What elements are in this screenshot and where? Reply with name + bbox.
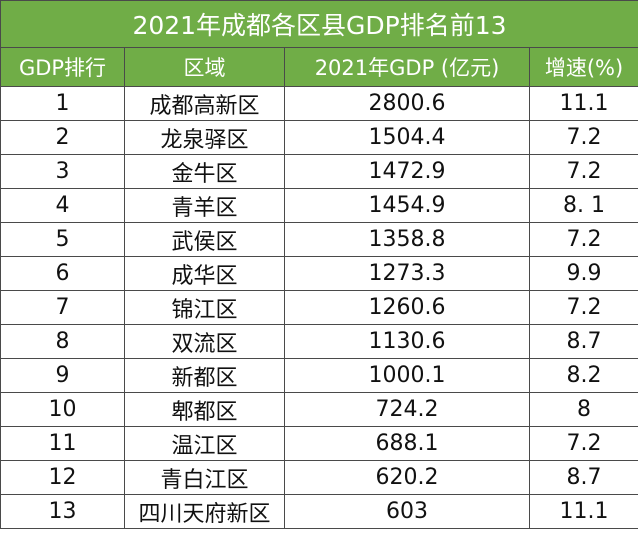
gdp-cell: 1000.1 — [284, 358, 530, 393]
header-region: 区域 — [124, 47, 285, 87]
gdp-cell: 1260.6 — [284, 290, 530, 325]
header-growth: 增速(%) — [528, 47, 638, 87]
region-cell: 四川天府新区 — [124, 494, 285, 529]
gdp-cell: 1472.9 — [284, 154, 530, 189]
table-row: 5 武侯区 1358.8 7.2 — [0, 222, 638, 257]
rank-cell: 1 — [0, 86, 125, 121]
gdp-cell: 1358.8 — [284, 222, 530, 257]
region-cell: 青羊区 — [124, 188, 285, 223]
rank-cell: 6 — [0, 256, 125, 291]
table-row: 8 双流区 1130.6 8.7 — [0, 324, 638, 359]
table-row: 11 温江区 688.1 7.2 — [0, 426, 638, 461]
growth-cell: 8.7 — [528, 324, 638, 359]
table-row: 9 新都区 1000.1 8.2 — [0, 358, 638, 393]
region-cell: 成华区 — [124, 256, 285, 291]
header-gdp: 2021年GDP (亿元) — [284, 47, 530, 87]
region-cell: 成都高新区 — [124, 86, 285, 121]
table-row: 12 青白江区 620.2 8.7 — [0, 460, 638, 495]
rank-cell: 10 — [0, 392, 125, 427]
gdp-cell: 688.1 — [284, 426, 530, 461]
rank-cell: 7 — [0, 290, 125, 325]
growth-cell: 11.1 — [528, 86, 638, 121]
growth-cell: 8. 1 — [528, 188, 638, 223]
gdp-cell: 1130.6 — [284, 324, 530, 359]
growth-cell: 11.1 — [528, 494, 638, 529]
gdp-ranking-table: 2021年成都各区县GDP排名前13 GDP排行 区域 2021年GDP (亿元… — [0, 0, 638, 529]
gdp-cell: 620.2 — [284, 460, 530, 495]
region-cell: 龙泉驿区 — [124, 120, 285, 155]
gdp-cell: 1454.9 — [284, 188, 530, 223]
title-row: 2021年成都各区县GDP排名前13 — [0, 0, 638, 48]
gdp-cell: 1273.3 — [284, 256, 530, 291]
growth-cell: 7.2 — [528, 120, 638, 155]
rank-cell: 3 — [0, 154, 125, 189]
rank-cell: 13 — [0, 494, 125, 529]
table-row: 1 成都高新区 2800.6 11.1 — [0, 86, 638, 121]
rank-cell: 8 — [0, 324, 125, 359]
header-rank: GDP排行 — [0, 47, 125, 87]
table-row: 4 青羊区 1454.9 8. 1 — [0, 188, 638, 223]
growth-cell: 8.7 — [528, 460, 638, 495]
growth-cell: 8.2 — [528, 358, 638, 393]
header-row: GDP排行 区域 2021年GDP (亿元) 增速(%) — [0, 47, 638, 87]
growth-cell: 7.2 — [528, 290, 638, 325]
table-row: 7 锦江区 1260.6 7.2 — [0, 290, 638, 325]
growth-cell: 7.2 — [528, 426, 638, 461]
gdp-cell: 1504.4 — [284, 120, 530, 155]
gdp-cell: 724.2 — [284, 392, 530, 427]
gdp-cell: 603 — [284, 494, 530, 529]
rank-cell: 5 — [0, 222, 125, 257]
table-row: 13 四川天府新区 603 11.1 — [0, 494, 638, 529]
rank-cell: 2 — [0, 120, 125, 155]
table-row: 6 成华区 1273.3 9.9 — [0, 256, 638, 291]
growth-cell: 8 — [528, 392, 638, 427]
rank-cell: 9 — [0, 358, 125, 393]
table-row: 3 金牛区 1472.9 7.2 — [0, 154, 638, 189]
gdp-cell: 2800.6 — [284, 86, 530, 121]
rank-cell: 4 — [0, 188, 125, 223]
region-cell: 郫都区 — [124, 392, 285, 427]
table-row: 2 龙泉驿区 1504.4 7.2 — [0, 120, 638, 155]
rank-cell: 12 — [0, 460, 125, 495]
growth-cell: 9.9 — [528, 256, 638, 291]
rank-cell: 11 — [0, 426, 125, 461]
region-cell: 新都区 — [124, 358, 285, 393]
growth-cell: 7.2 — [528, 222, 638, 257]
table-title: 2021年成都各区县GDP排名前13 — [0, 0, 638, 48]
region-cell: 青白江区 — [124, 460, 285, 495]
region-cell: 金牛区 — [124, 154, 285, 189]
region-cell: 温江区 — [124, 426, 285, 461]
table-row: 10 郫都区 724.2 8 — [0, 392, 638, 427]
region-cell: 锦江区 — [124, 290, 285, 325]
region-cell: 武侯区 — [124, 222, 285, 257]
growth-cell: 7.2 — [528, 154, 638, 189]
region-cell: 双流区 — [124, 324, 285, 359]
